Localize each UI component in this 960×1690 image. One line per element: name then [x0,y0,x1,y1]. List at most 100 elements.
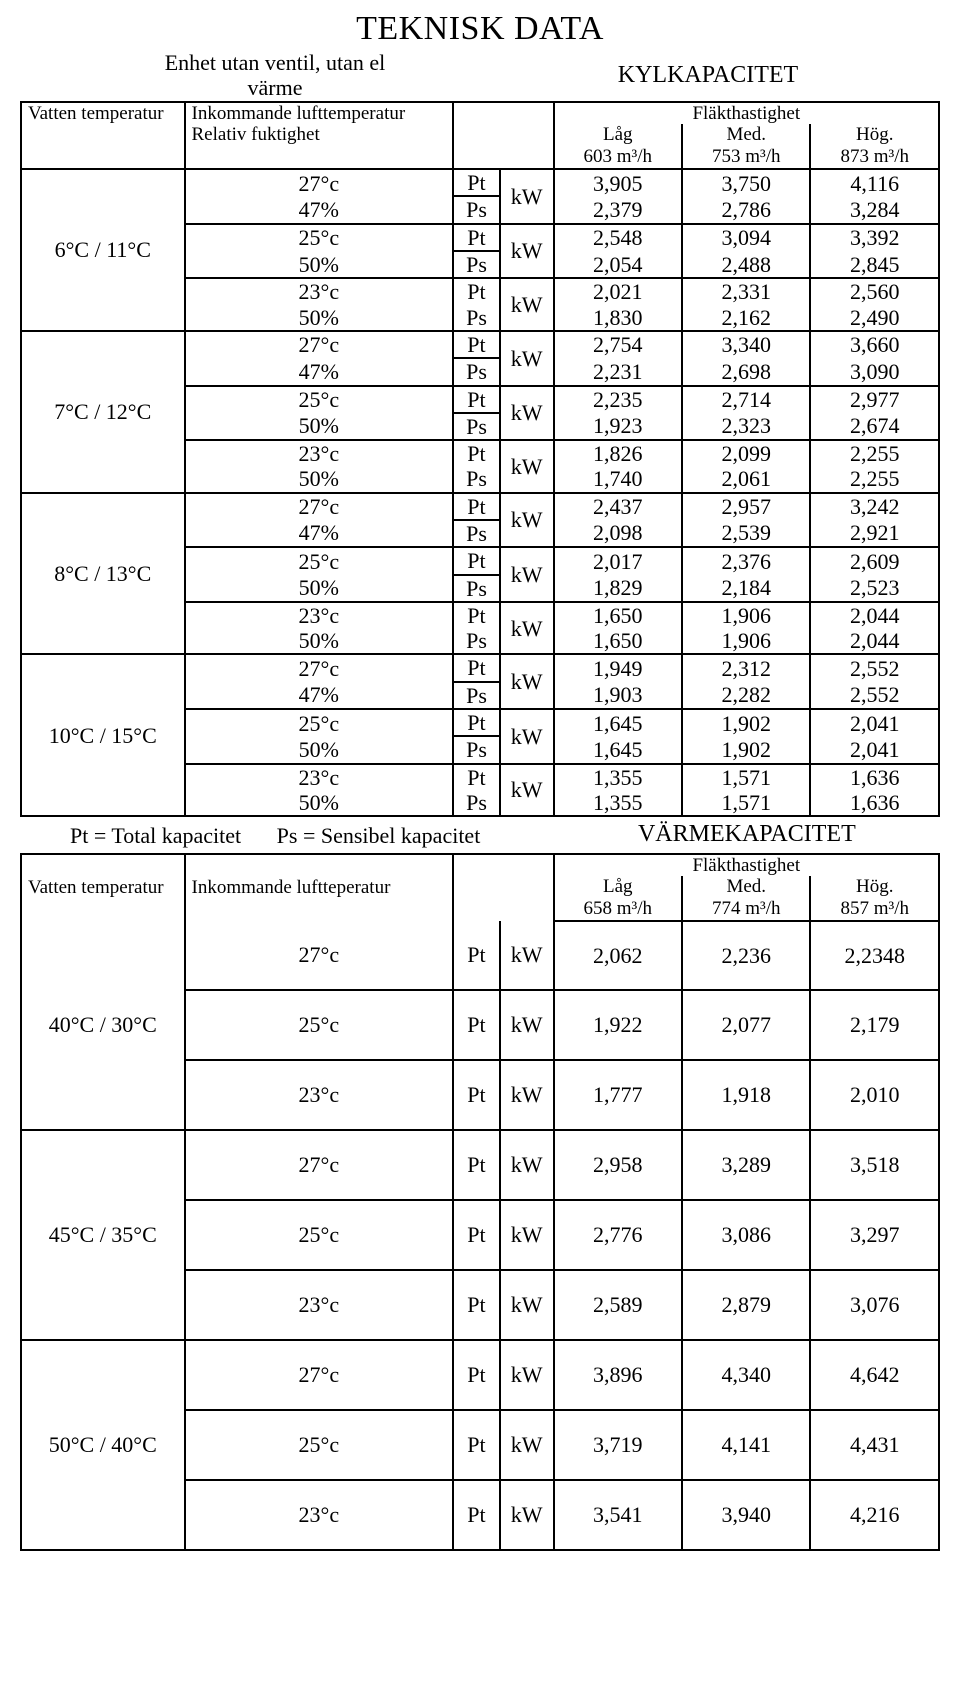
value-cell: 1,949 [554,654,682,681]
value-cell: 1,740 [554,466,682,492]
value-cell: 2,552 [810,682,939,709]
value-cell: 3,090 [810,358,939,385]
rel-humidity: 47% [185,358,454,385]
kw-label-h: kW [500,1060,554,1130]
value-cell-h: 2,776 [554,1200,682,1270]
ps-label: Ps [453,413,500,440]
pt-label-h: Pt [453,1200,500,1270]
rel-humidity: 50% [185,305,454,331]
water-temp-h: 40°C / 30°C [21,921,185,1130]
pt-label-h: Pt [453,1060,500,1130]
air-temp: 23°c [185,764,454,790]
value-cell-h: 2,879 [682,1270,810,1340]
kw-label: kW [500,493,554,548]
subtitle: Enhet utan ventil, utan el värme [160,50,390,101]
water-temp-h: 50°C / 40°C [21,1340,185,1550]
value-cell: 1,906 [682,628,810,654]
air-temp: 25°c [185,547,454,574]
rel-humidity: 50% [185,413,454,440]
hdr-low: Låg [554,124,682,146]
value-cell: 1,902 [682,709,810,736]
pt-label: Pt [453,764,500,790]
value-cell-h: 2,179 [810,990,939,1060]
kw-label-h: kW [500,1130,554,1200]
water-temp: 10°C / 15°C [21,654,185,816]
kw-label: kW [500,602,554,655]
rel-humidity: 50% [185,736,454,763]
air-temp-h: 23°c [185,1270,454,1340]
hdr-med-h: Med. [682,876,810,898]
air-temp: 27°c [185,169,454,196]
pt-label: Pt [453,169,500,196]
value-cell: 3,660 [810,331,939,358]
value-cell-h: 2,958 [554,1130,682,1200]
flow-high: 873 m³/h [810,146,939,169]
value-cell: 2,548 [554,224,682,251]
rel-humidity: 47% [185,196,454,223]
cool-section-title: KYLKAPACITET [476,50,940,101]
kw-label: kW [500,547,554,602]
kw-label: kW [500,386,554,441]
value-cell: 1,902 [682,736,810,763]
rel-humidity: 50% [185,628,454,654]
rel-humidity: 50% [185,466,454,492]
heat-section-title: VÄRMEKAPACITET [554,817,940,852]
ps-label: Ps [453,790,500,816]
value-cell-h: 2,077 [682,990,810,1060]
value-cell: 2,054 [554,251,682,278]
value-cell: 3,284 [810,196,939,223]
flow-med-h: 774 m³/h [682,898,810,921]
value-cell: 1,650 [554,628,682,654]
pt-label-h: Pt [453,1410,500,1480]
value-cell-h: 2,010 [810,1060,939,1130]
flow-low: 603 m³/h [554,146,682,169]
air-temp-h: 27°c [185,1340,454,1410]
value-cell: 3,242 [810,493,939,520]
legend-ps: Ps = Sensibel kapacitet [277,823,481,848]
pt-label: Pt [453,331,500,358]
value-cell: 2,255 [810,440,939,466]
hdr-high-h: Hög. [810,876,939,898]
kw-label: kW [500,331,554,386]
ps-label: Ps [453,466,500,492]
ps-label: Ps [453,682,500,709]
value-cell: 2,099 [682,440,810,466]
value-cell: 3,094 [682,224,810,251]
value-cell-h: 1,777 [554,1060,682,1130]
kw-label-h: kW [500,1410,554,1480]
pt-label: Pt [453,386,500,413]
legend-pt: Pt = Total kapacitet [70,823,241,848]
pt-label-h: Pt [453,990,500,1060]
value-cell: 1,829 [554,575,682,602]
value-cell: 2,255 [810,466,939,492]
air-temp: 23°c [185,602,454,628]
rel-humidity: 47% [185,520,454,547]
value-cell: 1,571 [682,790,810,816]
rel-humidity: 47% [185,682,454,709]
value-cell: 4,116 [810,169,939,196]
value-cell: 2,041 [810,709,939,736]
air-temp: 27°c [185,331,454,358]
value-cell: 2,754 [554,331,682,358]
ps-label: Ps [453,575,500,602]
water-temp-h: 45°C / 35°C [21,1130,185,1340]
value-cell: 2,235 [554,386,682,413]
value-cell: 2,044 [810,628,939,654]
value-cell-h: 4,642 [810,1340,939,1410]
pt-label-h: Pt [453,1270,500,1340]
value-cell-h: 1,918 [682,1060,810,1130]
heating-table: Vatten temperatur Inkommande luftteperat… [20,853,940,1552]
flow-high-h: 857 m³/h [810,898,939,921]
hdr-air-h: Inkommande luftteperatur [185,854,454,922]
ps-label: Ps [453,736,500,763]
value-cell-h: 3,518 [810,1130,939,1200]
pt-label-h: Pt [453,1130,500,1200]
air-temp-h: 25°c [185,990,454,1060]
kw-label: kW [500,169,554,224]
air-temp: 23°c [185,278,454,304]
air-temp-h: 25°c [185,1410,454,1480]
value-cell: 1,826 [554,440,682,466]
page-title: TEKNISK DATA [20,10,940,48]
value-cell-h: 4,431 [810,1410,939,1480]
value-cell: 2,021 [554,278,682,304]
